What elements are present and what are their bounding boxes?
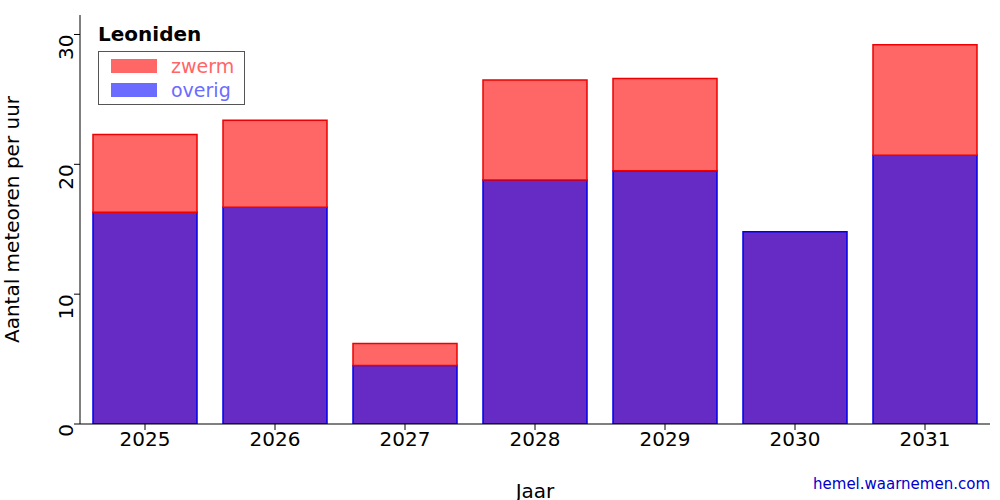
html-text:hemel.waarnemen.com: hemel.waarnemen.com	[813, 475, 990, 493]
svg-text:2025: 2025	[120, 427, 171, 451]
svg-text:0: 0	[54, 424, 78, 437]
svg-text:2029: 2029	[640, 427, 691, 451]
svg-text:Aantal meteoren per uur: Aantal meteoren per uur	[8, 95, 24, 343]
html-text:Leoniden: Leoniden	[98, 22, 202, 46]
svg-text:2026: 2026	[250, 427, 301, 451]
svg-text:Jaar: Jaar	[514, 479, 555, 500]
svg-text:2030: 2030	[770, 427, 821, 451]
html-text:zwerm: zwerm	[171, 55, 235, 77]
svg-text:2031: 2031	[900, 427, 951, 451]
svg-text:2027: 2027	[380, 427, 431, 451]
svg-text:30: 30	[54, 34, 78, 59]
svg-text:2028: 2028	[510, 427, 561, 451]
svg-text:10: 10	[54, 294, 78, 319]
svg-text:20: 20	[54, 164, 78, 189]
html-text:overig: overig	[171, 79, 231, 101]
